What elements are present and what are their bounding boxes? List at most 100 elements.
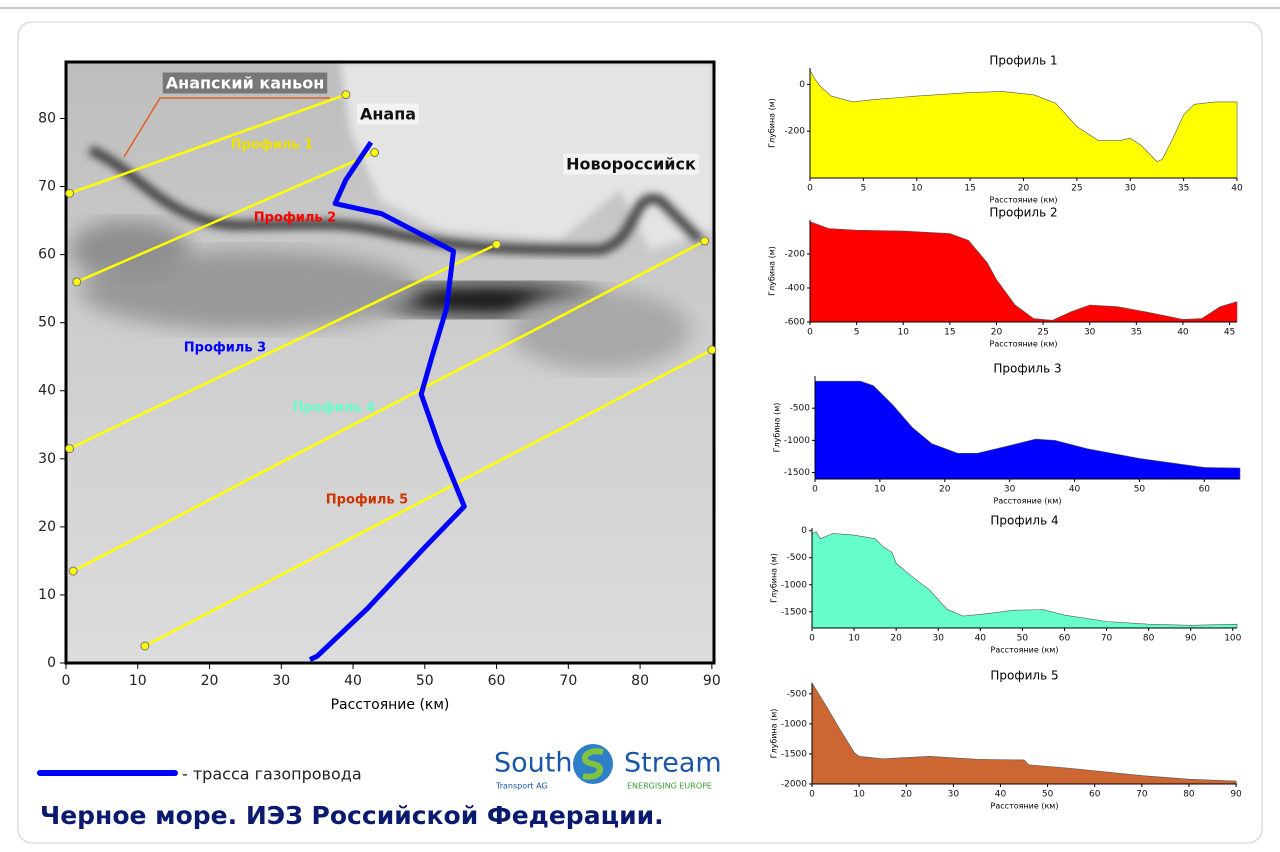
x-tick-label: 0: [807, 328, 813, 338]
y-tick-label: -1000: [781, 719, 807, 729]
x-tick-label: 20: [1018, 184, 1030, 194]
y-tick-label: -500: [787, 689, 808, 699]
chart-title: Профиль 3: [993, 362, 1061, 376]
chart-title: Профиль 5: [990, 669, 1058, 683]
chart-title: Профиль 2: [989, 206, 1057, 220]
x-tick-label: 10: [129, 673, 147, 689]
x-tick-label: 40: [975, 634, 987, 644]
y-axis-label: Глубина (м): [768, 98, 777, 148]
x-tick-label: 0: [812, 485, 818, 495]
x-tick-label: 80: [1143, 634, 1155, 644]
logo-right: Stream: [624, 748, 722, 779]
y-tick-label: 0: [799, 80, 805, 90]
profile-end: [69, 567, 77, 575]
x-axis-label: Расстояние (км): [331, 697, 450, 713]
x-tick-label: 0: [809, 634, 815, 644]
x-tick-label: 35: [1178, 184, 1189, 194]
x-tick-label: 100: [1224, 634, 1241, 644]
y-tick-label: 0: [801, 526, 807, 536]
y-tick-label: -1000: [784, 436, 810, 446]
x-tick-label: 40: [1177, 328, 1189, 338]
y-axis-label: Глубина (м): [770, 709, 779, 759]
profile-end: [708, 346, 716, 354]
x-tick-label: 0: [807, 184, 813, 194]
x-tick-label: 40: [1231, 184, 1243, 194]
profile-end: [66, 189, 74, 197]
logo-sub-right: ENERGISING EUROPE: [627, 782, 712, 791]
place-label: Новороссийск: [566, 155, 696, 174]
x-tick-label: 20: [890, 634, 902, 644]
x-tick-label: 20: [939, 485, 951, 495]
profile-label: Профиль 4: [293, 401, 375, 416]
x-tick-label: 25: [1037, 328, 1048, 338]
x-tick-label: 0: [809, 790, 815, 800]
profile-end: [141, 642, 149, 650]
x-tick-label: 15: [964, 184, 975, 194]
y-tick-label: -200: [785, 127, 806, 137]
legend-label: - трасса газопровода: [182, 765, 362, 784]
x-tick-label: 30: [948, 790, 960, 800]
x-tick-label: 30: [933, 634, 945, 644]
x-tick-label: 90: [1185, 634, 1197, 644]
logo-sub-left: Transport AG: [495, 782, 548, 791]
chart-title: Профиль 4: [990, 514, 1058, 528]
profile-end: [73, 278, 81, 286]
x-tick-label: 60: [1199, 485, 1211, 495]
x-tick-label: 40: [344, 673, 362, 689]
y-tick-label: -2000: [781, 780, 807, 790]
y-tick-label: 0: [47, 655, 56, 671]
x-axis-label: Расстояние (км): [991, 802, 1059, 811]
logo-left: South: [494, 748, 572, 779]
place-label: Анапа: [360, 105, 416, 124]
x-tick-label: 10: [898, 328, 910, 338]
x-tick-label: 20: [901, 790, 913, 800]
y-tick-label: -600: [785, 318, 806, 328]
x-tick-label: 80: [631, 673, 649, 689]
page-title: Черное море. ИЭЗ Российской Федерации.: [40, 801, 664, 830]
x-tick-label: 60: [488, 673, 506, 689]
profile-label: Профиль 5: [326, 493, 408, 508]
x-axis-label: Расстояние (км): [991, 646, 1059, 655]
chart-title: Профиль 1: [989, 54, 1057, 68]
y-tick-label: -200: [785, 250, 806, 260]
profile-label: Профиль 1: [231, 138, 313, 153]
x-tick-label: 30: [1125, 184, 1137, 194]
y-tick-label: 40: [38, 383, 56, 399]
x-tick-label: 50: [1134, 485, 1146, 495]
x-tick-label: 35: [1131, 328, 1142, 338]
x-tick-label: 10: [853, 790, 865, 800]
x-tick-label: 30: [1084, 328, 1096, 338]
profile-end: [701, 237, 709, 245]
y-tick-label: 10: [38, 587, 56, 603]
y-tick-label: -1500: [781, 607, 807, 617]
x-axis-label: Расстояние (км): [990, 196, 1058, 205]
x-tick-label: 5: [854, 328, 860, 338]
x-tick-label: 45: [1224, 328, 1235, 338]
x-axis-label: Расстояние (км): [994, 497, 1062, 506]
profile-end: [342, 91, 350, 99]
y-tick-label: -500: [787, 553, 808, 563]
y-tick-label: -400: [785, 284, 806, 294]
x-tick-label: 80: [1183, 790, 1195, 800]
x-tick-label: 40: [995, 790, 1007, 800]
y-tick-label: -500: [790, 404, 811, 414]
y-tick-label: -1500: [784, 468, 810, 478]
y-axis-label: Глубина (м): [770, 553, 779, 603]
x-tick-label: 50: [416, 673, 434, 689]
place-label: Анапский каньон: [166, 74, 325, 93]
y-tick-label: 50: [38, 315, 56, 331]
x-tick-label: 60: [1089, 790, 1101, 800]
x-tick-label: 20: [201, 673, 219, 689]
x-tick-label: 0: [62, 673, 71, 689]
y-tick-label: 20: [38, 519, 56, 535]
x-tick-label: 30: [1004, 485, 1016, 495]
y-axis-label: Глубина (м): [768, 246, 777, 296]
x-tick-label: 90: [703, 673, 721, 689]
x-tick-label: 25: [1071, 184, 1082, 194]
x-tick-label: 60: [1059, 634, 1071, 644]
y-axis-label: Глубина (м): [773, 403, 782, 453]
x-tick-label: 70: [559, 673, 577, 689]
y-tick-label: 60: [38, 247, 56, 263]
x-tick-label: 15: [944, 328, 955, 338]
x-tick-label: 50: [1017, 634, 1029, 644]
